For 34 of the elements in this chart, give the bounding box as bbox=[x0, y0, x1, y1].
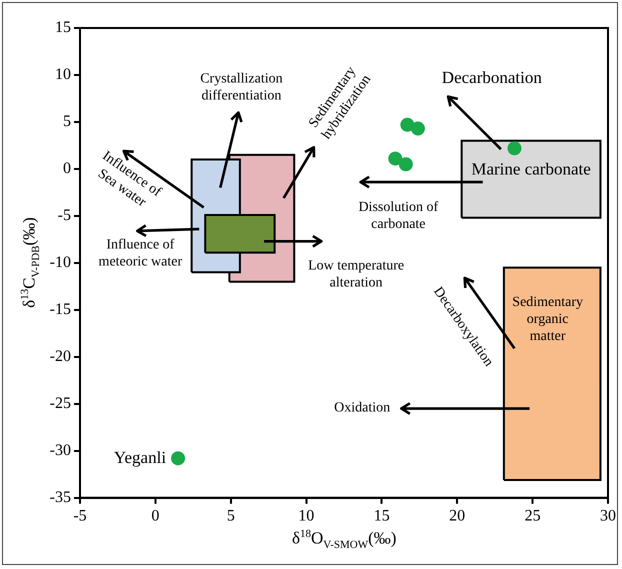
annotation: Influence of meteoric water bbox=[98, 238, 182, 270]
annotation: Crystallization differentiation bbox=[200, 71, 283, 104]
y-tick-label: 15 bbox=[55, 19, 71, 36]
annotation: Dissolution of carbonate bbox=[358, 200, 439, 232]
x-tick-label: 5 bbox=[226, 508, 235, 525]
x-tick-label: 30 bbox=[600, 508, 616, 525]
x-tick-label: 10 bbox=[298, 508, 314, 525]
y-tick-label: -5 bbox=[58, 207, 71, 224]
y-tick-label: -30 bbox=[50, 442, 71, 460]
annotation: Marine carbonate bbox=[471, 159, 591, 178]
x-tick-label: 20 bbox=[449, 508, 466, 525]
y-tick-label: -20 bbox=[50, 348, 71, 366]
x-tick-label: 25 bbox=[524, 508, 541, 525]
point bbox=[171, 451, 186, 466]
point bbox=[507, 141, 522, 156]
x-tick-label: 0 bbox=[151, 508, 160, 525]
annotation: Decarbonation bbox=[442, 68, 542, 88]
y-tick-label: 10 bbox=[55, 66, 71, 84]
x-tick-label: 15 bbox=[374, 508, 390, 525]
annotation: Low temperature alteration bbox=[308, 258, 404, 290]
y-tick-label: -15 bbox=[50, 301, 71, 318]
series-label: Yeganli bbox=[114, 448, 166, 467]
annotation: Oxidation bbox=[334, 400, 390, 416]
annotation: Sedimentary organic matter bbox=[512, 294, 584, 344]
y-tick-label: -10 bbox=[50, 254, 71, 272]
point bbox=[400, 118, 414, 132]
point bbox=[398, 157, 413, 172]
y-tick-label: 5 bbox=[63, 113, 71, 130]
point bbox=[410, 122, 425, 136]
y-tick-label: -35 bbox=[50, 489, 71, 506]
point bbox=[388, 152, 402, 166]
y-tick-label: -25 bbox=[50, 395, 71, 412]
x-axis-title: δ$^{18}$O$_{V-SMOW}$(‰) bbox=[292, 528, 396, 551]
y-tick-label: 0 bbox=[63, 160, 71, 178]
